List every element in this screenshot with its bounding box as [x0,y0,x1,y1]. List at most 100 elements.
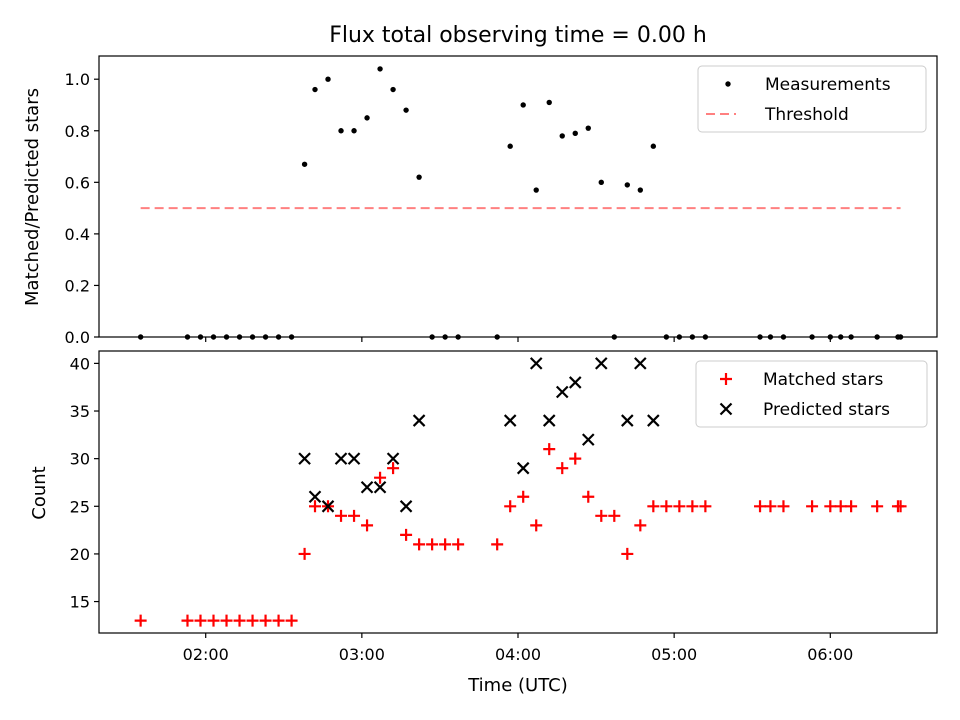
measurements-point [767,334,774,340]
matched-stars-point [647,500,660,513]
ratio-panel: 0.0 0.2 0.4 0.6 0.8 1.0 Measurements Threshold [65,55,938,347]
y-tick-label: 25 [70,497,90,516]
matched-stars-point [806,500,819,513]
count-panel: 15 20 25 30 35 40 02:00 03:00 04:00 05:00 06:00 Mat… [70,350,938,664]
measurements-point [663,334,670,340]
predicted-stars-point [555,385,569,399]
matched-stars-point [582,490,595,503]
predicted-stars-point [308,490,322,504]
matched-stars-point [387,462,400,475]
measurements-point [827,334,833,340]
y-tick-label: 0.6 [65,173,90,192]
matched-stars-point [348,509,361,522]
matched-stars-point [894,500,907,513]
matched-stars-point [530,519,543,532]
matched-stars-point [517,490,530,503]
predicted-stars-point [529,357,543,370]
measurements-point [702,334,709,340]
measurements-point [416,174,422,180]
predicted-stars-point [298,452,311,465]
measurements-point [249,334,256,340]
legend: Measurements Threshold [697,65,927,133]
matched-stars-point [335,509,348,522]
measurements-point [312,86,318,93]
measurements-point [757,334,763,340]
legend-key [725,81,731,87]
measurements-point [197,334,204,340]
y-tick-label: 35 [70,402,90,421]
measurements-point [494,334,500,340]
measurements-point [689,334,696,340]
matched-stars-point [246,614,259,627]
data-marks [134,357,907,627]
chart-title: Flux total observing time = 0.00 h [329,23,707,48]
legend-key [720,373,732,385]
measurements-point [184,334,191,340]
legend-box [695,360,928,428]
matched-stars-point [754,500,767,513]
measurements-point [507,143,513,149]
measurements-point [364,115,370,121]
matched-stars-point [233,614,246,627]
matched-stars-point [439,538,452,551]
predicted-stars-point [386,452,400,465]
measurements-point [223,334,230,340]
matched-stars-point [181,614,194,627]
matched-stars-point [660,500,673,513]
matched-stars-point [413,538,426,551]
matched-stars-point [272,614,285,627]
measurements-point [780,334,787,340]
matched-stars-point [543,443,556,456]
y-tick-label: 1.0 [65,70,90,89]
legend: Matched stars Predicted stars [695,360,928,428]
matched-stars-point [361,519,374,532]
matched-stars-point [504,500,517,513]
matched-stars-point [220,614,233,627]
matched-stars-point [824,500,837,513]
legend-label: Threshold [764,105,849,125]
predicted-stars-point [503,414,517,427]
matched-stars-point [207,614,220,627]
measurements-point [236,334,243,340]
matched-stars-point [777,500,790,513]
predicted-stars-point [542,414,556,427]
measurements-point [585,125,591,131]
measurements-point [520,102,526,108]
matched-stars-point [374,471,387,484]
x-tick-label: 04:00 [495,645,541,664]
y-tick-label: 0.0 [65,328,90,347]
matched-stars-point [621,547,634,560]
measurements-point [624,182,631,188]
measurements-point [533,187,539,193]
measurements-point [429,334,435,340]
measurements-point [455,334,461,340]
predicted-stars-point [516,461,530,475]
matched-stars-point [134,614,147,627]
predicted-stars-point [360,480,374,494]
measurements-point [288,334,295,340]
x-tick-label: 05:00 [651,645,697,664]
x-tick-label: 06:00 [807,645,853,664]
predicted-stars-point [581,433,595,446]
measurements-point [442,334,448,340]
legend-label: Measurements [765,75,891,95]
predicted-stars-point [347,452,361,465]
predicted-stars-point [321,500,335,513]
measurements-point [838,334,844,340]
measurements-point [874,334,880,340]
measurements-point [598,179,604,186]
measurements-point [809,334,815,340]
y-tick-label: 0.4 [65,225,90,244]
x-axis-label: Time (UTC) [467,675,568,696]
predicted-stars-point [412,414,426,427]
measurements-point [262,334,269,340]
predicted-stars-point [595,357,608,370]
predicted-stars-point [568,376,582,389]
matched-stars-point [400,528,413,541]
matched-stars-point [686,500,699,513]
matched-stars-point [426,538,439,551]
data-marks [137,66,904,340]
measurements-point [377,66,383,72]
x-tick-label: 03:00 [339,645,385,664]
